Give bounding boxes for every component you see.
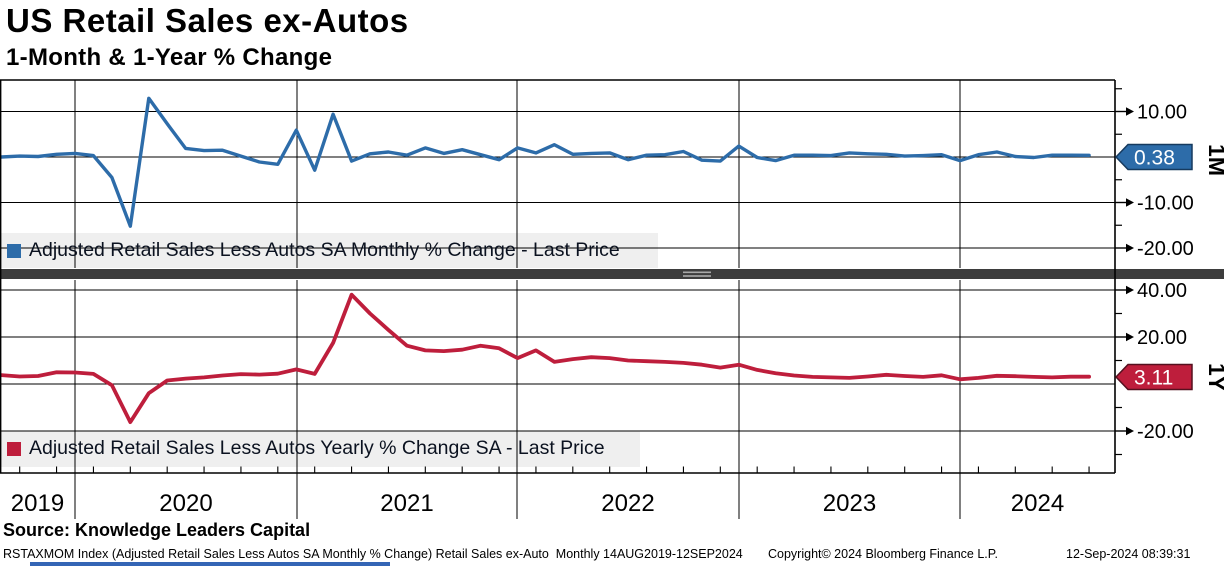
y-tick-arrow-icon	[1126, 198, 1134, 207]
last-price-tag-1y: 3.11	[1114, 363, 1193, 391]
x-axis-year-label: 2021	[380, 490, 433, 517]
source-attribution: Source: Knowledge Leaders Capital	[3, 520, 311, 540]
y-tick-label: -10.00	[1137, 193, 1194, 215]
x-axis-year-label: 2019	[11, 490, 64, 517]
legend-label-1m: Adjusted Retail Sales Less Autos SA Mont…	[29, 239, 620, 261]
last-price-tag-1m: 0.38	[1114, 143, 1193, 171]
y-tick-arrow-icon	[1126, 332, 1134, 342]
y-tick-label: 10.00	[1137, 102, 1187, 124]
panel-separator-bar	[0, 269, 1224, 279]
ticker-description: RSTAXMOM Index (Adjusted Retail Sales Le…	[3, 547, 743, 561]
y-tick-label: 20.00	[1137, 327, 1187, 349]
legend-band-1m	[0, 233, 658, 268]
copyright-notice: Copyright© 2024 Bloomberg Finance L.P.	[768, 547, 998, 561]
legend-label-1y: Adjusted Retail Sales Less Autos Yearly …	[29, 437, 605, 459]
chart-title: US Retail Sales ex-Autos	[6, 2, 409, 39]
chart-subtitle: 1-Month & 1-Year % Change	[6, 44, 333, 71]
y-tick-label: -20.00	[1137, 421, 1194, 443]
legend-band-1y	[0, 431, 640, 467]
last-price-value-1m: 0.38	[1134, 147, 1175, 170]
axis-title-1m: 1M	[1204, 144, 1224, 176]
x-axis-year-label: 2024	[1011, 490, 1064, 517]
y-tick-arrow-icon	[1126, 243, 1134, 253]
y-tick-arrow-icon	[1126, 285, 1134, 295]
axis-layer: 10.00 -10.00 -20.00 40.00 20.00 -20.00 2019 202…	[11, 88, 1194, 519]
axis-title-1y: 1Y	[1204, 363, 1224, 391]
y-tick-label: -20.00	[1137, 238, 1194, 260]
data-series	[0, 96, 1091, 425]
x-axis-year-label: 2023	[823, 490, 876, 517]
x-axis-year-label: 2020	[159, 490, 212, 517]
y-tick-arrow-icon	[1126, 426, 1134, 436]
legend-swatch-1m-icon	[7, 243, 21, 258]
legend-item-1m[interactable]: Adjusted Retail Sales Less Autos SA Mont…	[7, 239, 620, 262]
panel-separator-handle[interactable]	[683, 271, 711, 277]
line-series-1y	[0, 292, 1091, 425]
x-axis-year-label: 2022	[601, 490, 654, 517]
legend-swatch-1y-icon	[7, 441, 21, 456]
legend-item-1y[interactable]: Adjusted Retail Sales Less Autos Yearly …	[7, 437, 605, 460]
last-price-value-1y: 3.11	[1134, 367, 1173, 390]
line-series-1m	[0, 96, 1091, 228]
partial-bottom-bar	[30, 562, 390, 566]
chart-timestamp: 12-Sep-2024 08:39:31	[1066, 547, 1191, 561]
y-tick-arrow-icon	[1126, 107, 1134, 116]
y-tick-label: 40.00	[1137, 280, 1187, 302]
